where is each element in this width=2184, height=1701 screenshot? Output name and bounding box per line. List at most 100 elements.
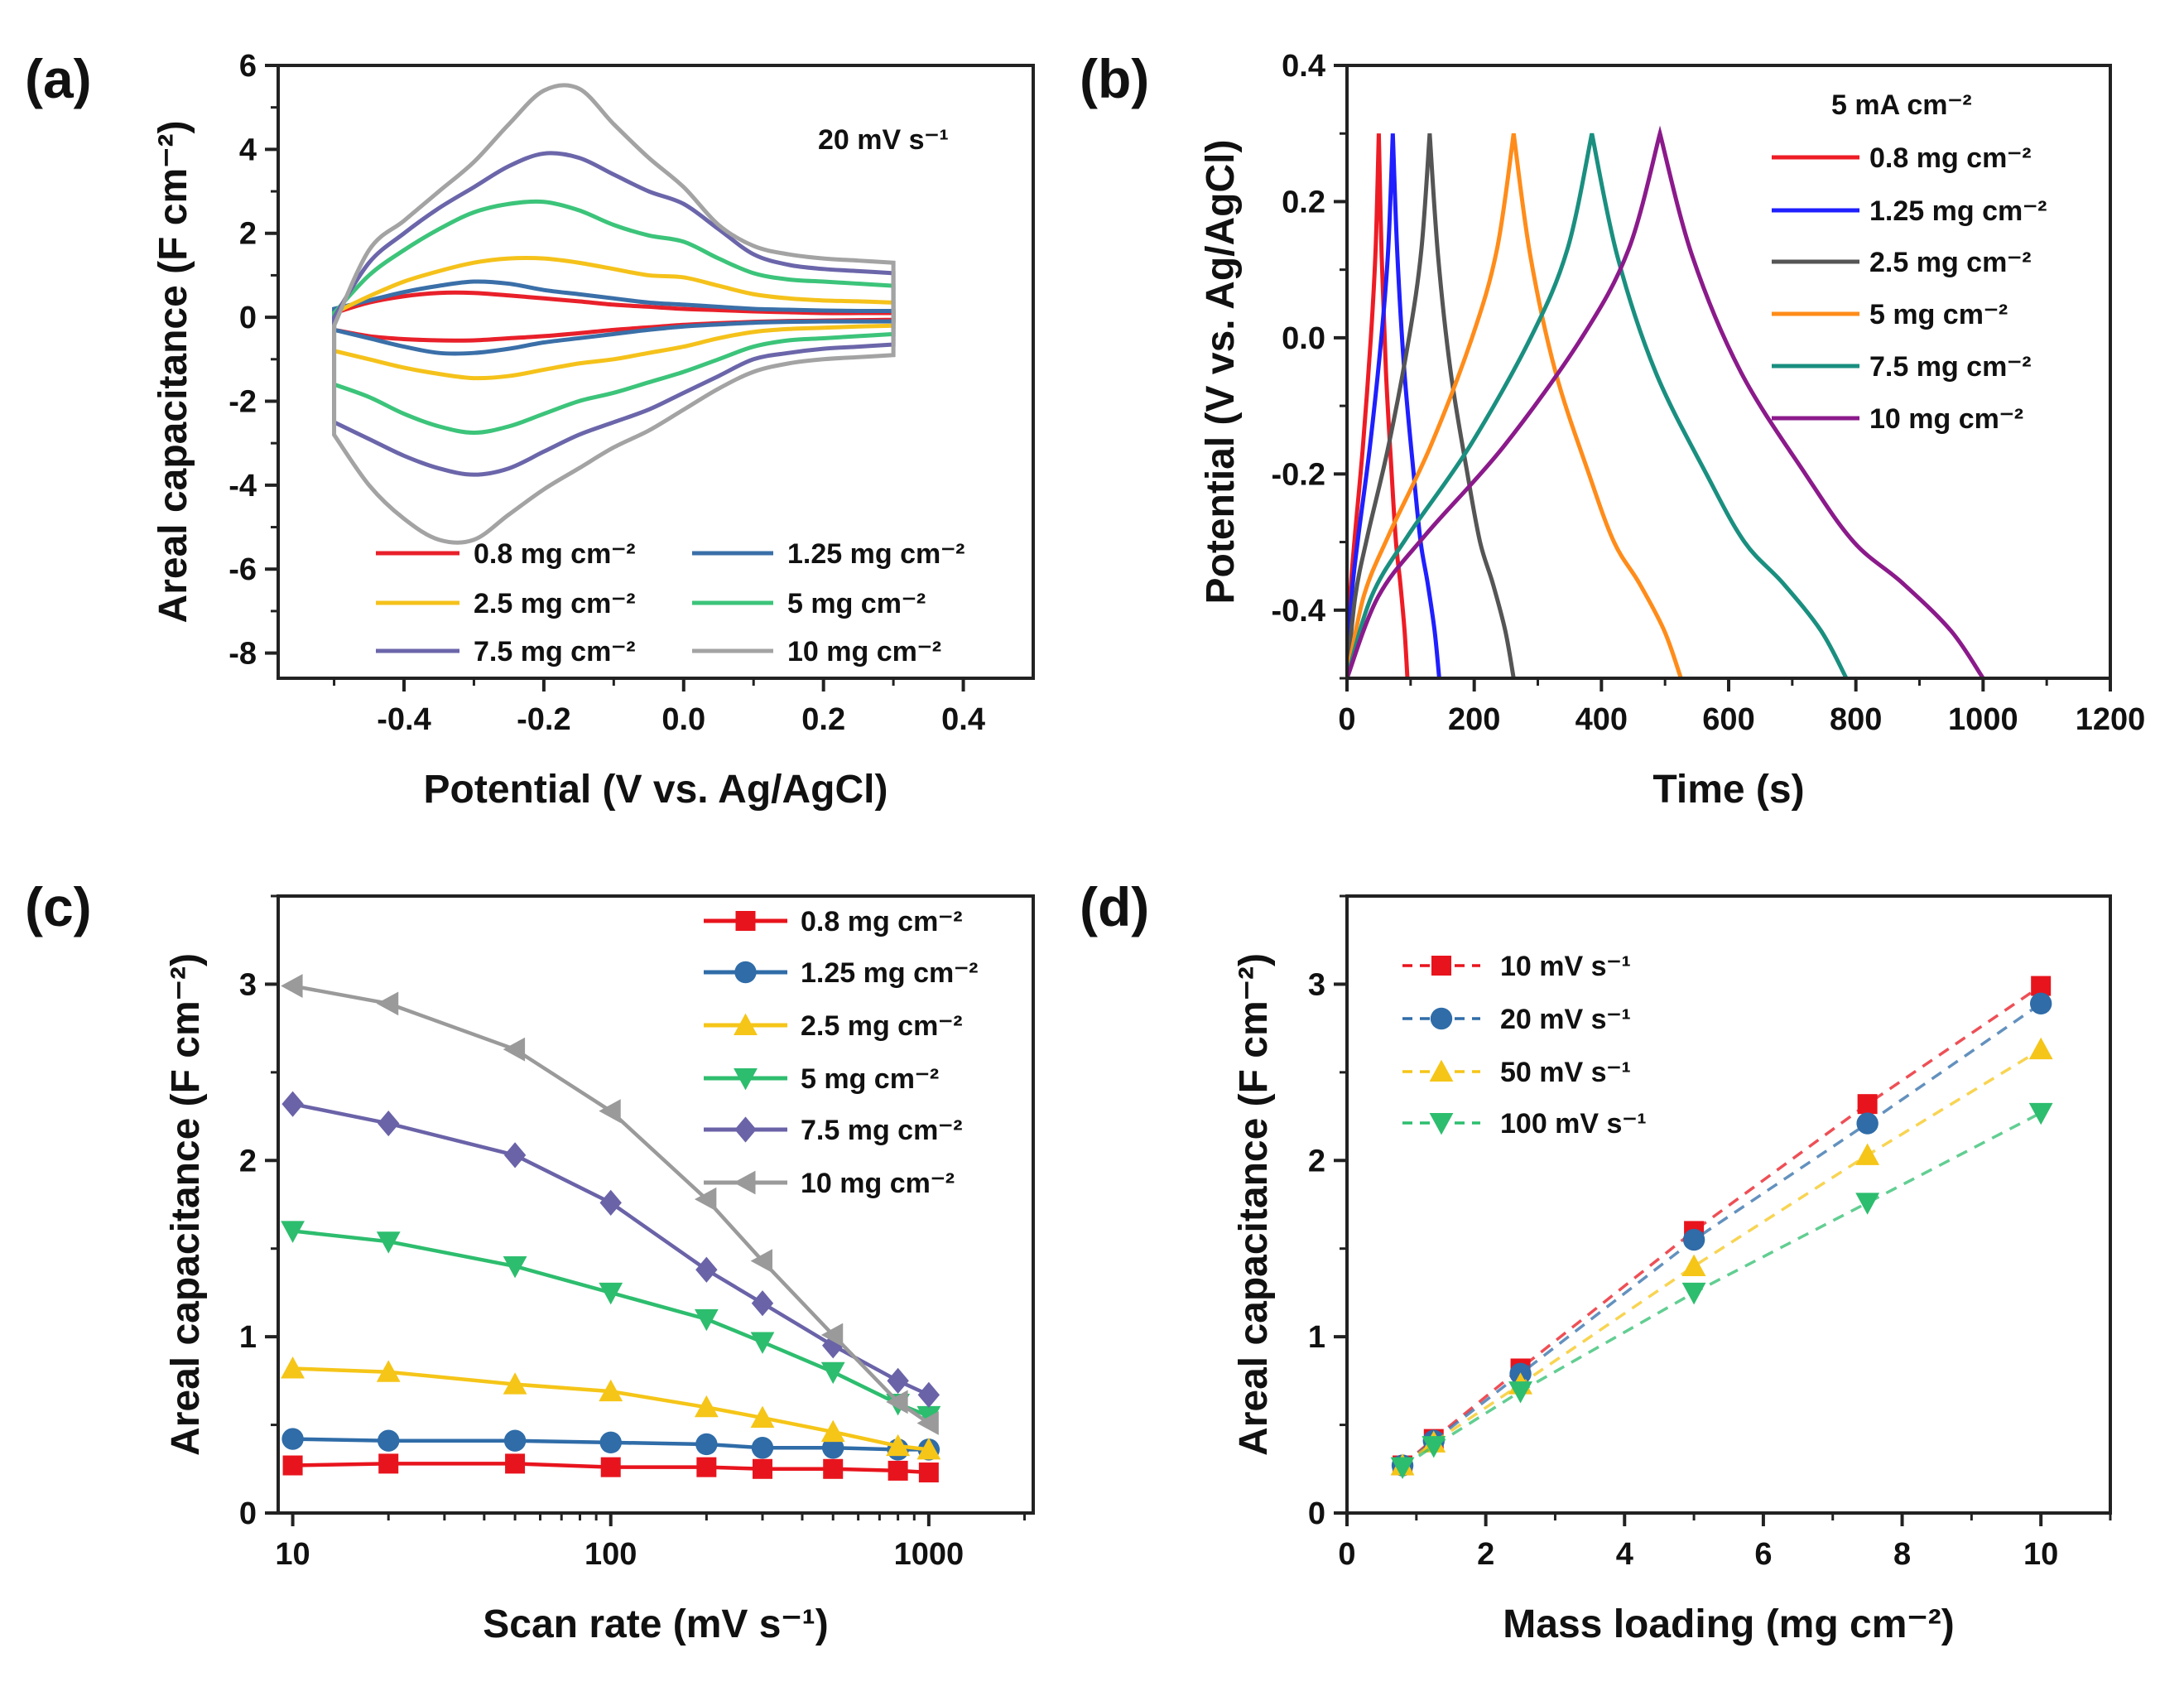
legend-label: 20 mV s⁻¹ (1500, 1004, 1631, 1035)
y-tick-label: 1 (239, 1320, 257, 1355)
circle-marker (281, 1428, 304, 1450)
diamond-marker (734, 1116, 757, 1143)
legend-label: 0.8 mg cm⁻² (801, 906, 963, 937)
plot-area (1390, 976, 2053, 1480)
y-tick-label: -0.4 (1272, 594, 1325, 629)
y-tick-label: 0 (239, 301, 257, 335)
plot-area (281, 974, 941, 1483)
series-line-2 (1402, 1048, 2042, 1467)
legend-label: 7.5 mg cm⁻² (801, 1115, 963, 1146)
legend-label: 0.8 mg cm⁻² (474, 538, 636, 570)
x-tick-label: 1000 (1948, 702, 2018, 737)
y-tick-label: 3 (239, 967, 257, 1002)
y-tick-label: 0.2 (1282, 185, 1325, 219)
legend: 5 mA cm⁻² 0.8 mg cm⁻² 1.25 mg cm⁻² 2.5 mg c… (1772, 89, 2047, 435)
triangle-up-marker (1429, 1059, 1454, 1082)
series-line-3 (1402, 1111, 2042, 1469)
triangle-down-marker (1508, 1381, 1532, 1404)
panel-c: 10 100 1000 0 1 2 3 Scan rate (mV s⁻¹) Areal cap… (25, 876, 1035, 1646)
x-tick-label: 0.0 (661, 702, 705, 737)
diamond-marker (599, 1189, 622, 1216)
y-tick-label: 4 (239, 133, 257, 167)
panel-label: (b) (1080, 48, 1149, 109)
diamond-marker (281, 1091, 304, 1117)
triangle-up-marker (916, 1437, 941, 1460)
y-tick-label: -2 (229, 384, 257, 419)
legend-label: 10 mg cm⁻² (1869, 403, 2023, 435)
triangle-left-marker (281, 974, 303, 998)
triangle-down-marker (503, 1256, 527, 1279)
triangle-up-marker (886, 1434, 911, 1457)
y-axis-title: Potential (V vs. Ag/AgCl) (1199, 140, 1243, 605)
cv-curve-3 (332, 199, 896, 435)
x-axis-title: Mass loading (mg cm⁻²) (1503, 1602, 1954, 1646)
triangle-down-marker (599, 1282, 623, 1305)
x-tick-label: 0.2 (801, 702, 845, 737)
square-marker (505, 1453, 526, 1474)
gcd-curve-3 (1347, 133, 1683, 678)
triangle-left-marker (820, 1323, 844, 1347)
triangle-up-marker (750, 1405, 775, 1429)
triangle-up-marker (1681, 1254, 1706, 1276)
x-tick-label: 0 (1338, 1537, 1355, 1572)
circle-marker (1682, 1228, 1705, 1251)
square-marker (888, 1460, 908, 1481)
square-marker (823, 1458, 844, 1479)
triangle-left-marker (376, 991, 399, 1016)
plot-frame (277, 894, 1035, 1515)
legend-label: 5 mg cm⁻² (787, 588, 926, 619)
scan-rate-annotation: 20 mV s⁻¹ (818, 124, 949, 156)
legend-label: 50 mV s⁻¹ (1500, 1057, 1631, 1088)
circle-marker (503, 1429, 527, 1452)
diamond-marker (378, 1110, 400, 1137)
y-tick-label: 2 (239, 1144, 257, 1178)
triangle-left-marker (599, 1099, 621, 1124)
x-tick-label: 4 (1616, 1537, 1633, 1572)
triangle-up-marker (694, 1395, 719, 1418)
circle-marker (1856, 1112, 1879, 1135)
square-marker (696, 1457, 717, 1477)
triangle-down-marker (694, 1308, 719, 1332)
circle-marker (695, 1433, 718, 1456)
legend-label: 7.5 mg cm⁻² (1869, 351, 2032, 383)
x-tick-label: 200 (1448, 702, 1500, 737)
diamond-marker (695, 1256, 718, 1283)
triangle-down-marker (281, 1221, 305, 1243)
legend-label: 10 mg cm⁻² (801, 1168, 955, 1199)
gcd-curve-1 (1347, 133, 1441, 678)
legend-label: 10 mg cm⁻² (787, 636, 941, 667)
x-tick-label: 10 (2023, 1537, 2058, 1572)
legend-label: 5 mg cm⁻² (801, 1063, 939, 1095)
legend-label: 0.8 mg cm⁻² (1869, 142, 2032, 174)
triangle-down-marker (820, 1361, 845, 1385)
y-tick-label: -0.2 (1272, 457, 1325, 492)
circle-marker (734, 961, 757, 984)
y-tick-label: 0.4 (1282, 49, 1325, 84)
triangle-down-marker (2028, 1102, 2053, 1125)
plot-area (332, 83, 896, 545)
square-marker (1431, 956, 1451, 976)
y-axis-title: Areal capacitance (F cm⁻²) (164, 953, 208, 1456)
y-tick-label: 0 (239, 1496, 257, 1531)
triangle-down-marker (1429, 1113, 1454, 1135)
gcd-curve-2 (1347, 133, 1516, 678)
legend-label: 5 mg cm⁻² (1869, 299, 2008, 330)
square-marker (378, 1453, 399, 1474)
y-tick-label: 1 (1308, 1320, 1325, 1355)
y-tick-label: -6 (229, 552, 257, 587)
triangle-down-marker (1422, 1436, 1446, 1458)
panel-d: 0 2 4 6 8 10 0 1 2 3 Mass loading (mg cm⁻²) Areal c… (1080, 876, 2112, 1646)
x-tick-label: -0.4 (377, 702, 431, 737)
x-tick-label: 6 (1754, 1537, 1772, 1572)
panel-a: -0.4 -0.2 0.0 0.2 0.4 -8 -6 -4 -2 0 2 4 6 Potential (… (25, 48, 1035, 812)
x-axis-title: Time (s) (1652, 768, 1804, 812)
circle-marker (822, 1437, 844, 1459)
x-tick-label: 600 (1702, 702, 1754, 737)
y-tick-label: 0.0 (1282, 321, 1325, 356)
x-tick-label: 0.4 (941, 702, 985, 737)
plot-frame (1345, 894, 2112, 1515)
y-tick-label: 2 (239, 217, 257, 252)
circle-marker (599, 1431, 622, 1454)
diamond-marker (503, 1142, 527, 1169)
legend-label: 7.5 mg cm⁻² (474, 636, 636, 667)
